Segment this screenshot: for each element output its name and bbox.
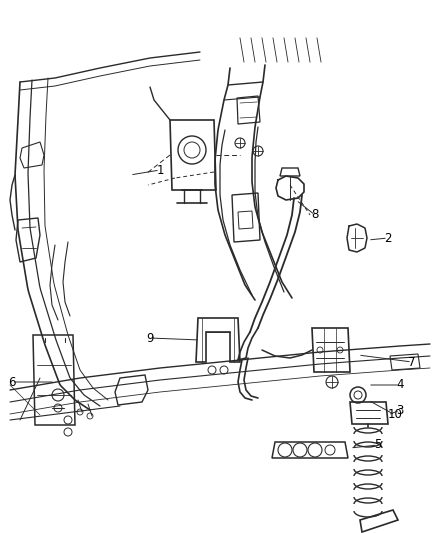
Text: 1: 1	[156, 164, 164, 176]
Text: 3: 3	[396, 403, 404, 416]
Text: 7: 7	[408, 356, 416, 368]
Text: 9: 9	[146, 332, 154, 344]
Text: 4: 4	[396, 378, 404, 392]
Text: 6: 6	[8, 376, 16, 389]
Text: 2: 2	[384, 231, 392, 245]
Text: 8: 8	[311, 208, 319, 222]
Text: 5: 5	[374, 439, 381, 451]
Text: 10: 10	[388, 408, 403, 422]
